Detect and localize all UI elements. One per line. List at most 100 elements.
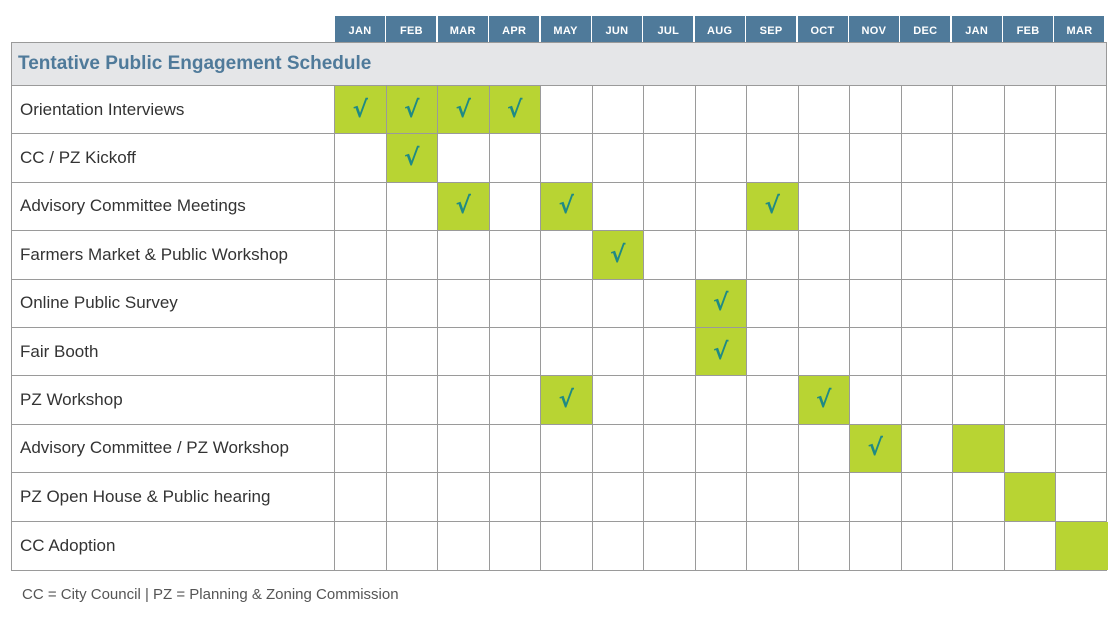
- activity-label: PZ Open House & Public hearing: [12, 473, 335, 521]
- checkmark-icon: √: [867, 435, 883, 462]
- empty-month-cell: [902, 86, 953, 134]
- empty-month-cell: [644, 279, 696, 327]
- empty-month-cell: [1005, 424, 1056, 473]
- scheduled-month-cell: √: [386, 86, 438, 134]
- activity-label: Online Public Survey: [12, 279, 335, 327]
- empty-month-cell: [593, 134, 644, 182]
- checkmark-icon: √: [816, 387, 832, 414]
- empty-month-cell: [387, 521, 438, 570]
- empty-month-cell: [902, 182, 953, 231]
- table-row: Farmers Market & Public Workshop √: [12, 231, 1106, 280]
- scheduled-month-cell: √: [541, 182, 593, 231]
- month-header-cell: JAN: [335, 16, 385, 45]
- empty-month-cell: [438, 376, 490, 424]
- empty-month-cell: [490, 473, 541, 521]
- empty-month-cell: [747, 86, 799, 134]
- empty-month-cell: [799, 327, 850, 376]
- month-header-cell: MAY: [540, 16, 591, 45]
- checkmark-icon: √: [558, 387, 574, 414]
- month-header-cell: AUG: [694, 16, 745, 45]
- empty-month-cell: [696, 376, 747, 424]
- empty-month-cell: [490, 134, 541, 182]
- empty-month-cell: [335, 134, 387, 182]
- scheduled-month-cell: √: [438, 86, 490, 134]
- empty-month-cell: [696, 424, 747, 473]
- empty-month-cell: [1005, 376, 1056, 424]
- empty-month-cell: [593, 376, 644, 424]
- empty-month-cell: [387, 376, 438, 424]
- checkmark-icon: √: [507, 96, 523, 123]
- empty-month-cell: [850, 134, 902, 182]
- empty-month-cell: [593, 521, 644, 570]
- empty-month-cell: [593, 327, 644, 376]
- empty-month-cell: [850, 231, 902, 279]
- empty-month-cell: [438, 279, 490, 327]
- scheduled-month-cell: √: [438, 182, 490, 231]
- empty-month-cell: [1056, 376, 1108, 423]
- empty-month-cell: [850, 376, 902, 424]
- empty-month-cell: [335, 376, 387, 424]
- empty-month-cell: [799, 424, 850, 473]
- month-header-cell: OCT: [797, 16, 848, 45]
- empty-month-cell: [799, 182, 850, 231]
- empty-month-cell: [644, 134, 696, 182]
- empty-month-cell: [799, 473, 850, 521]
- scheduled-month-cell: √: [541, 376, 593, 424]
- checkmark-icon: √: [764, 193, 780, 220]
- empty-month-cell: [799, 134, 850, 182]
- empty-month-cell: [799, 231, 850, 279]
- empty-month-cell: [902, 424, 953, 473]
- empty-month-cell: [1005, 521, 1056, 570]
- checkmark-icon: √: [610, 241, 626, 268]
- scheduled-month-cell: √: [695, 327, 747, 376]
- empty-month-cell: [902, 231, 953, 279]
- empty-month-cell: [953, 521, 1005, 570]
- empty-month-cell: [541, 86, 593, 134]
- empty-month-cell: [850, 182, 902, 231]
- empty-month-cell: [387, 279, 438, 327]
- checkmark-icon: √: [455, 96, 471, 123]
- empty-month-cell: [490, 521, 541, 570]
- empty-month-cell: [490, 182, 541, 231]
- empty-month-cell: [387, 327, 438, 376]
- scheduled-month-cell: √: [798, 376, 850, 424]
- empty-month-cell: [387, 424, 438, 473]
- empty-month-cell: [387, 182, 438, 231]
- month-header-cell: FEB: [386, 16, 437, 45]
- empty-month-cell: [953, 376, 1005, 424]
- empty-month-cell: [747, 279, 799, 327]
- empty-month-cell: [799, 86, 850, 134]
- activity-label: Farmers Market & Public Workshop: [12, 231, 335, 279]
- table-row: CC / PZ Kickoff √: [12, 134, 1106, 183]
- empty-month-cell: [644, 473, 696, 521]
- empty-month-cell: [541, 521, 593, 570]
- checkmark-icon: √: [713, 290, 729, 317]
- empty-month-cell: [799, 279, 850, 327]
- empty-month-cell: [902, 521, 953, 570]
- empty-month-cell: [490, 231, 541, 279]
- empty-month-cell: [438, 231, 490, 279]
- empty-month-cell: [953, 231, 1005, 279]
- empty-month-cell: [644, 327, 696, 376]
- empty-month-cell: [696, 134, 747, 182]
- empty-month-cell: [902, 376, 953, 424]
- empty-month-cell: [335, 182, 387, 231]
- empty-month-cell: [1005, 231, 1056, 279]
- schedule-table: Tentative Public Engagement Schedule Ori…: [11, 42, 1108, 571]
- empty-month-cell: [747, 231, 799, 279]
- empty-month-cell: [593, 182, 644, 231]
- empty-month-cell: [541, 231, 593, 279]
- footnote-legend: CC = City Council | PZ = Planning & Zoni…: [22, 586, 399, 603]
- empty-month-cell: [593, 86, 644, 134]
- scheduled-month-cell: [1004, 473, 1056, 521]
- checkmark-icon: √: [352, 96, 368, 123]
- empty-month-cell: [1005, 134, 1056, 182]
- empty-month-cell: [644, 182, 696, 231]
- empty-month-cell: [593, 473, 644, 521]
- empty-month-cell: [1005, 327, 1056, 376]
- empty-month-cell: [953, 327, 1005, 376]
- activity-label: Advisory Committee / PZ Workshop: [12, 424, 335, 473]
- activity-label: Advisory Committee Meetings: [12, 182, 335, 231]
- table-row: Online Public Survey √: [12, 279, 1106, 328]
- empty-month-cell: [541, 424, 593, 473]
